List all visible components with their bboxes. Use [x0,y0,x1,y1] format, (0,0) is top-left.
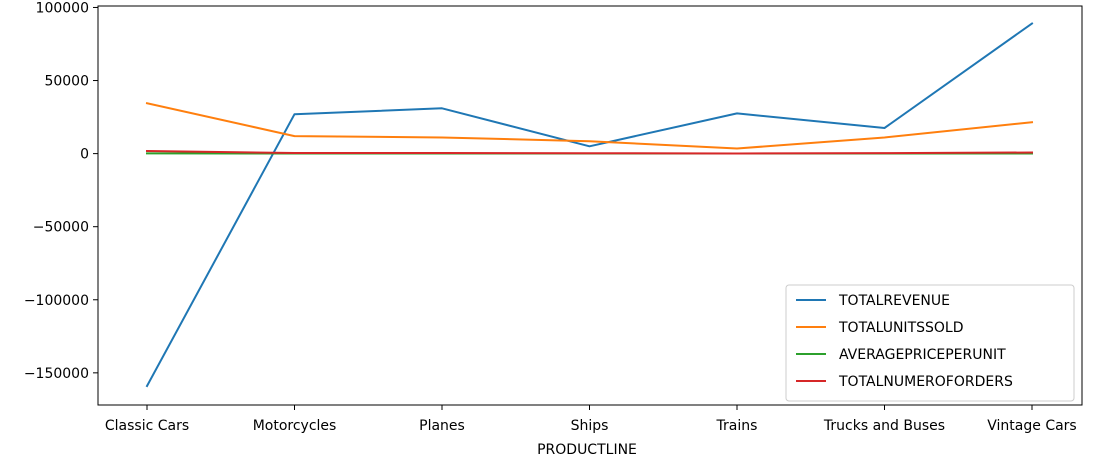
y-tick-label: 100000 [36,0,89,16]
legend-label-totalnumeroforders: TOTALNUMEROFORDERS [838,374,1013,390]
legend: TOTALREVENUE TOTALUNITSSOLD AVERAGEPRICEPE… [785,284,1075,402]
x-axis: Classic Cars Motorcycles Planes Ships Trains… [105,405,1077,434]
y-axis: 100000 50000 0 −50000 −100000 −150000 [24,0,98,382]
x-tick-label-trains: Trains [716,418,758,434]
x-tick-label-ships: Ships [571,418,609,434]
y-tick-label: 0 [80,147,89,163]
legend-box [785,284,1075,402]
x-tick-label-vintage-cars: Vintage Cars [987,418,1076,434]
series-line-totalrevenue [145,22,1034,388]
x-tick-label-planes: Planes [419,418,465,434]
series-lines [145,22,1034,388]
x-tick-label-trucks-and-buses: Trucks and Buses [823,418,945,434]
y-tick-label: −150000 [24,366,89,382]
legend-label-totalrevenue: TOTALREVENUE [838,293,950,309]
x-tick-label-motorcycles: Motorcycles [253,418,337,434]
legend-label-totalunitssold: TOTALUNITSSOLD [838,320,964,336]
y-tick-label: 50000 [44,74,89,90]
series-line-totalnumeroforders [145,149,1034,155]
y-tick-label: −50000 [33,220,89,236]
legend-label-averagepriceperunit: AVERAGEPRICEPERUNIT [839,347,1006,363]
x-tick-label-classic-cars: Classic Cars [105,418,189,434]
y-tick-label: −100000 [24,293,89,309]
series-line-totalunitssold [145,102,1034,150]
x-axis-label: PRODUCTLINE [537,442,637,458]
